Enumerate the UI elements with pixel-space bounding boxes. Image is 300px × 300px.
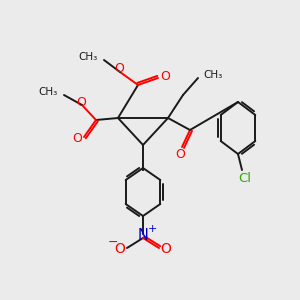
Text: O: O (175, 148, 185, 161)
Text: O: O (160, 70, 170, 83)
Text: O: O (72, 133, 82, 146)
Text: −: − (108, 236, 118, 248)
Text: O: O (76, 95, 86, 109)
Text: O: O (114, 62, 124, 76)
Text: O: O (160, 242, 171, 256)
Text: +: + (147, 224, 157, 234)
Text: CH₃: CH₃ (39, 87, 58, 97)
Text: CH₃: CH₃ (79, 52, 98, 62)
Text: Cl: Cl (238, 172, 251, 185)
Text: O: O (115, 242, 125, 256)
Text: N: N (138, 227, 148, 242)
Text: CH₃: CH₃ (203, 70, 222, 80)
